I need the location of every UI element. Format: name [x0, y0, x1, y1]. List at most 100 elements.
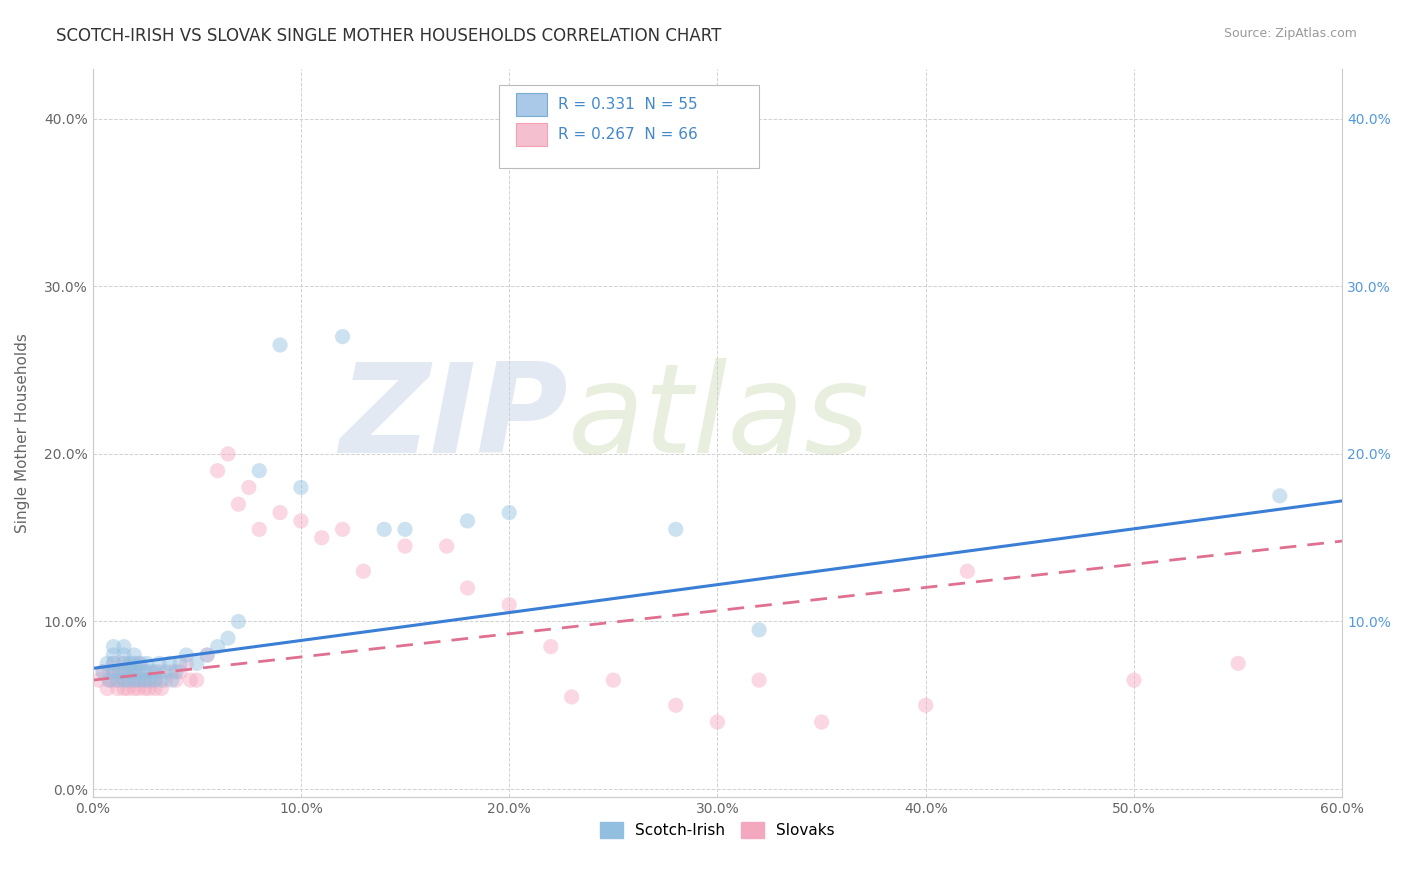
Point	[498, 598, 520, 612]
Point	[98, 673, 121, 687]
Point	[706, 714, 728, 729]
Point	[96, 657, 118, 671]
Point	[127, 681, 149, 696]
Point	[103, 640, 125, 654]
Point	[155, 665, 177, 679]
Point	[124, 657, 146, 671]
Point	[107, 673, 129, 687]
Text: R = 0.267  N = 66: R = 0.267 N = 66	[558, 128, 697, 142]
Point	[561, 690, 583, 704]
Point	[665, 698, 688, 713]
Point	[155, 673, 177, 687]
Text: Source: ZipAtlas.com: Source: ZipAtlas.com	[1223, 27, 1357, 40]
Point	[186, 673, 208, 687]
Point	[127, 665, 149, 679]
Point	[207, 464, 229, 478]
Point	[186, 657, 208, 671]
Point	[134, 681, 156, 696]
Point	[112, 673, 135, 687]
Point	[112, 681, 135, 696]
Point	[457, 581, 479, 595]
Point	[956, 564, 979, 578]
Point	[134, 665, 156, 679]
Point	[332, 522, 354, 536]
Point	[107, 681, 129, 696]
Point	[165, 673, 187, 687]
Point	[148, 665, 170, 679]
Point	[138, 673, 160, 687]
Point	[124, 673, 146, 687]
Point	[436, 539, 458, 553]
Point	[457, 514, 479, 528]
Point	[112, 665, 135, 679]
Text: SCOTCH-IRISH VS SLOVAK SINGLE MOTHER HOUSEHOLDS CORRELATION CHART: SCOTCH-IRISH VS SLOVAK SINGLE MOTHER HOU…	[56, 27, 721, 45]
Point	[108, 665, 131, 679]
Point	[176, 648, 198, 662]
Point	[103, 648, 125, 662]
Point	[195, 648, 218, 662]
Point	[169, 665, 191, 679]
Y-axis label: Single Mother Households: Single Mother Households	[15, 333, 30, 533]
Point	[394, 539, 416, 553]
Point	[1123, 673, 1146, 687]
Point	[373, 522, 395, 536]
Point	[112, 665, 135, 679]
Point	[124, 681, 146, 696]
Point	[91, 665, 114, 679]
Point	[269, 338, 291, 352]
Point	[1268, 489, 1291, 503]
Point	[238, 480, 260, 494]
Point	[112, 640, 135, 654]
Point	[228, 615, 250, 629]
Point	[129, 673, 152, 687]
Point	[138, 681, 160, 696]
Point	[159, 657, 181, 671]
Point	[117, 681, 139, 696]
Point	[665, 522, 688, 536]
Point	[269, 506, 291, 520]
Point	[103, 657, 125, 671]
Point	[135, 657, 157, 671]
Point	[176, 657, 198, 671]
Point	[352, 564, 374, 578]
Point	[112, 673, 135, 687]
Point	[120, 657, 142, 671]
Point	[98, 673, 121, 687]
Point	[150, 673, 173, 687]
Point	[498, 506, 520, 520]
Point	[195, 648, 218, 662]
Point	[103, 665, 125, 679]
Point	[169, 657, 191, 671]
Point	[129, 657, 152, 671]
Point	[540, 640, 562, 654]
Point	[124, 648, 146, 662]
Point	[165, 665, 187, 679]
Point	[120, 665, 142, 679]
Point	[107, 673, 129, 687]
Point	[217, 632, 239, 646]
Point	[180, 673, 202, 687]
Point	[108, 665, 131, 679]
Point	[103, 673, 125, 687]
Point	[143, 673, 166, 687]
Point	[135, 665, 157, 679]
Point	[810, 714, 832, 729]
Point	[127, 657, 149, 671]
Point	[103, 665, 125, 679]
Point	[112, 657, 135, 671]
Text: R = 0.331  N = 55: R = 0.331 N = 55	[558, 97, 697, 112]
Point	[120, 665, 142, 679]
Point	[117, 673, 139, 687]
Point	[96, 681, 118, 696]
Point	[87, 673, 110, 687]
Point	[134, 673, 156, 687]
Point	[124, 665, 146, 679]
Point	[394, 522, 416, 536]
Point	[332, 329, 354, 343]
Point	[228, 497, 250, 511]
Point	[1227, 657, 1250, 671]
Point	[602, 673, 624, 687]
Point	[290, 480, 312, 494]
Point	[124, 665, 146, 679]
Point	[247, 522, 270, 536]
